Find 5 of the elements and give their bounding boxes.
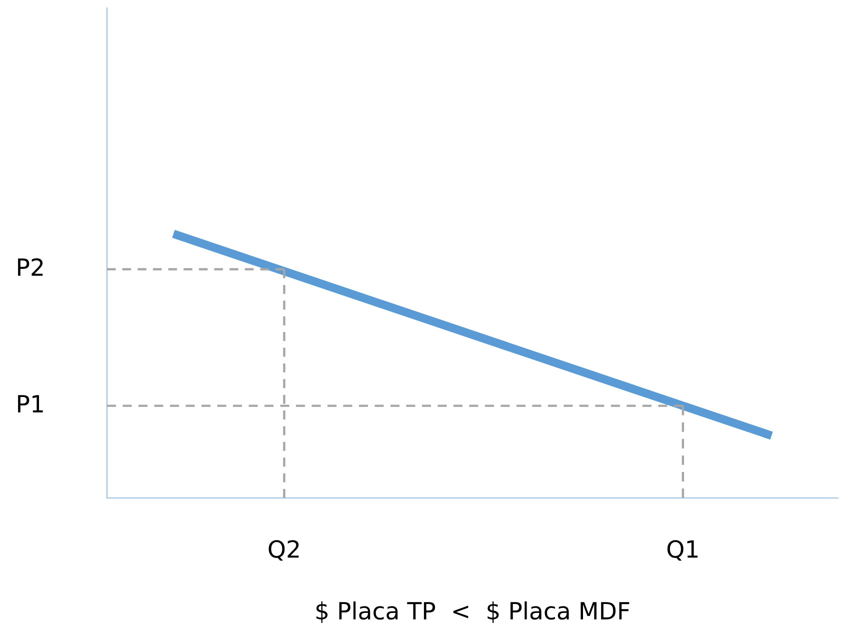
x-axis-title: $ Placa TP < $ Placa MDF xyxy=(316,601,630,623)
text: P2 xyxy=(18,258,43,276)
x-tick-label: Q1 xyxy=(667,540,698,561)
text: P1 xyxy=(18,395,43,412)
x-tick-label: Q2 xyxy=(268,540,299,561)
